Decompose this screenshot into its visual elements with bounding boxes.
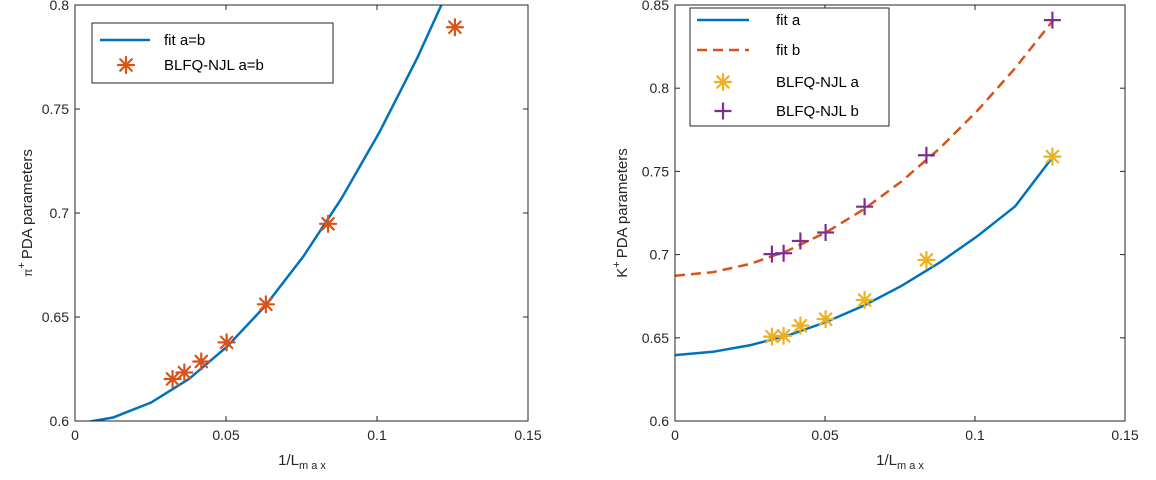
y-tick-label-1-1: 0.65 (642, 330, 669, 346)
data-point-1-3-6 (1043, 11, 1061, 29)
right-chart: 0 0.05 0.1 0.15 0.6 0.65 0.7 0.75 0.8 0.85 1/Lm a… (611, 0, 1139, 472)
right-legend-data-b-label: BLFQ-NJL b (776, 103, 859, 120)
left-legend-data-label: BLFQ-NJL a=b (164, 57, 264, 74)
data-point-0-1-2 (192, 352, 211, 371)
data-point-0-1-4 (256, 295, 275, 314)
fit-line-1-1 (675, 19, 1054, 277)
data-point-1-3-4 (856, 198, 874, 216)
left-legend-box (91, 22, 334, 84)
right-legend-data-b-swatch (714, 102, 732, 120)
data-point-1-3-2 (791, 232, 809, 250)
y-tick-label-1-5: 0.85 (642, 0, 669, 13)
data-point-1-3-5 (917, 146, 935, 164)
x-tick-label-1-0: 0 (671, 427, 679, 443)
right-ylabel-sup: + (611, 261, 623, 267)
y-tick-label-1-3: 0.75 (642, 163, 669, 179)
right-ylabel: K+ PDA parameters (611, 148, 631, 278)
y-tick-label-1-2: 0.7 (650, 247, 670, 263)
right-legend: fit a fit b BLFQ-NJL a BLFQ-NJL b (689, 7, 890, 127)
y-tick-label-0-4: 0.8 (50, 0, 70, 13)
data-point-1-3-3 (817, 223, 835, 241)
x-tick-label-1-3: 0.15 (1111, 427, 1138, 443)
right-ylabel-main: PDA parameters (614, 148, 631, 258)
left-legend-marker-swatch (116, 55, 136, 75)
y-tick-label-1-4: 0.8 (650, 80, 670, 96)
x-tick-label-1-2: 0.1 (965, 427, 985, 443)
y-tick-label-0-0: 0.6 (50, 413, 70, 429)
right-ylabel-prefix: K (614, 268, 631, 278)
left-xlabel-main: 1/L (278, 452, 299, 469)
right-legend-data-a-label: BLFQ-NJL a (776, 74, 859, 91)
data-point-0-1-1 (175, 363, 194, 382)
right-xlabel-main: 1/L (876, 452, 897, 469)
data-point-1-2-4 (855, 290, 874, 310)
data-point-0-1-3 (217, 333, 236, 352)
data-point-1-2-2 (791, 316, 810, 335)
data-point-0-1-5 (318, 214, 338, 233)
legend-plus-right (714, 102, 732, 120)
right-legend-fit-a-label: fit a (776, 12, 801, 29)
data-point-1-2-6 (1043, 147, 1062, 166)
right-axis-ticks: 0 0.05 0.1 0.15 0.6 0.65 0.7 0.75 0.8 0.85 (642, 0, 1139, 443)
left-xlabel: 1/Lm a x (278, 452, 326, 472)
left-ylabel-main: PDA parameters (19, 149, 36, 259)
data-point-1-2-1 (774, 326, 793, 345)
left-ylabel: π+ PDA parameters (16, 149, 36, 277)
left-legend-fit-label: fit a=b (164, 32, 205, 49)
left-axis-ticks: 0 0.05 0.1 0.15 0.6 0.65 0.7 0.75 0.8 (42, 0, 542, 443)
right-xlabel-sub: m a x (897, 460, 924, 472)
right-legend-fit-b-label: fit b (776, 42, 800, 59)
data-point-1-2-3 (816, 310, 835, 329)
y-tick-label-1-0: 0.6 (650, 413, 670, 429)
legend-asterisk-left (116, 55, 136, 75)
fit-line-1-0 (675, 155, 1054, 357)
y-tick-label-0-2: 0.7 (50, 205, 70, 221)
right-plot-frame (674, 4, 1126, 422)
left-chart: 0 0.05 0.1 0.15 0.6 0.65 0.7 0.75 0.8 1/Lm a x π… (16, 0, 542, 472)
right-xlabel: 1/Lm a x (876, 452, 924, 472)
right-markers (762, 11, 1062, 346)
left-ylabel-prefix: π (21, 269, 35, 277)
data-point-0-1-6 (445, 18, 465, 37)
left-xlabel-sub: m a x (299, 460, 326, 472)
data-point-1-3-1 (775, 244, 793, 262)
left-markers (163, 18, 465, 389)
legend-asterisk-right (713, 72, 733, 92)
x-tick-label-0-2: 0.1 (367, 427, 387, 443)
right-legend-data-a-swatch (713, 72, 733, 92)
y-tick-label-0-1: 0.65 (42, 309, 69, 325)
y-tick-label-0-3: 0.75 (42, 101, 69, 117)
data-point-1-2-5 (917, 250, 936, 270)
x-tick-label-1-1: 0.05 (811, 427, 838, 443)
x-tick-label-0-1: 0.05 (212, 427, 239, 443)
x-tick-label-0-3: 0.15 (514, 427, 541, 443)
x-tick-label-0-0: 0 (71, 427, 79, 443)
left-legend: fit a=b BLFQ-NJL a=b (91, 22, 334, 84)
left-ylabel-sup: + (16, 262, 28, 268)
